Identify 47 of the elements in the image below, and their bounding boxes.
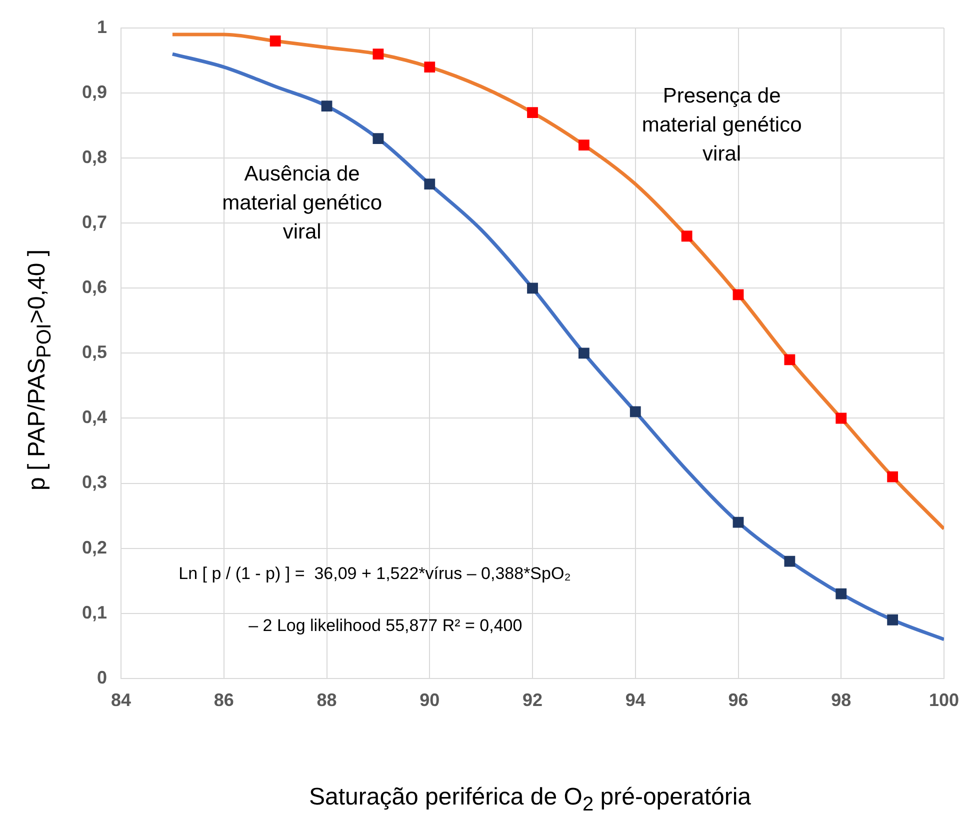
point: [424, 178, 436, 190]
x-tick-label: 96: [728, 690, 748, 710]
point: [732, 516, 744, 528]
point: [681, 230, 692, 242]
point: [784, 556, 796, 567]
x-tick-label: 98: [831, 690, 852, 710]
y-tick-label: 0,7: [82, 212, 108, 232]
annotation: Presença de material genético viral: [642, 84, 802, 166]
x-tick-label: 84: [111, 690, 132, 710]
y-tick-label: 1: [97, 16, 108, 37]
y-tick-label: 0,2: [82, 537, 108, 558]
point: [321, 100, 332, 112]
point: [578, 348, 590, 359]
point: [372, 133, 384, 144]
point: [270, 36, 281, 46]
x-tick-label: 86: [214, 690, 234, 710]
point: [527, 107, 538, 118]
x-tick-label: 88: [316, 690, 337, 710]
x-tick-label: 90: [420, 690, 440, 710]
point: [372, 48, 384, 60]
point: [630, 406, 641, 418]
point: [578, 140, 590, 151]
x-tick-label: 100: [928, 690, 960, 710]
point: [836, 412, 847, 424]
point: [527, 282, 538, 294]
annotation: – 2 Log likelihood 55,877 R² = 0,400: [248, 616, 522, 636]
x-tick-label: 94: [625, 690, 646, 710]
point: [836, 588, 847, 600]
annotation: Ausência de material genético viral: [222, 162, 382, 244]
point: [424, 62, 436, 72]
y-tick-label: 0,6: [82, 277, 108, 298]
x-tick-label: 92: [522, 690, 543, 710]
y-tick-label: 0,5: [82, 342, 108, 362]
annotation: Ln [ p / (1 - p) ] = 36,09 + 1,522*vírus – 0,388*SpO₂: [178, 564, 571, 584]
point: [784, 354, 796, 366]
line-series: [170, 52, 944, 642]
point: [887, 614, 898, 626]
y-tick-label: 0,1: [82, 602, 108, 622]
x-axis-title: Saturação periférica de O$_{2}$ pré-operatória: [308, 784, 752, 816]
point: [887, 471, 898, 482]
y-tick-label: 0,3: [82, 472, 108, 492]
line-series: [170, 32, 944, 531]
point: [732, 289, 744, 300]
y-tick-label: 0,9: [82, 82, 108, 102]
y-tick-label: 0,4: [82, 407, 108, 428]
y-tick-label: 0: [97, 667, 108, 688]
y-tick-label: 0,8: [82, 147, 108, 168]
